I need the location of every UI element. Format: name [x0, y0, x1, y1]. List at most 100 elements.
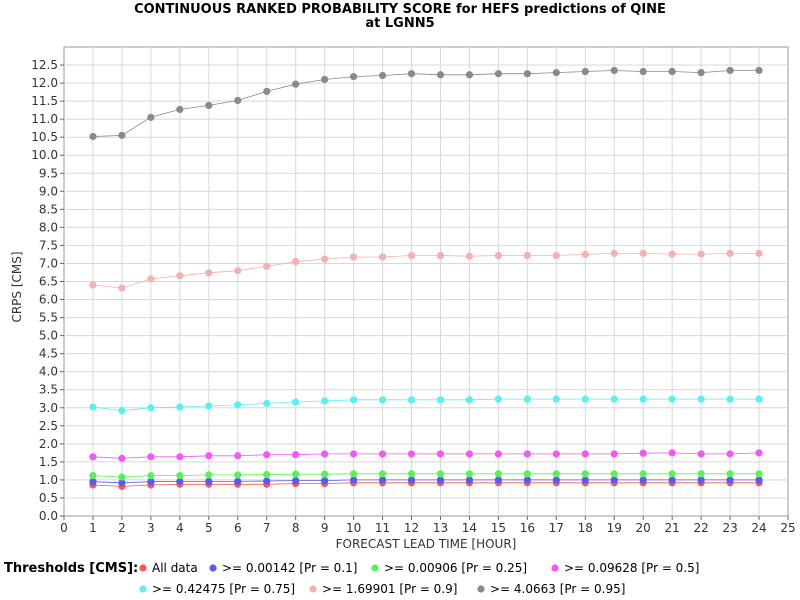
data-point — [668, 470, 676, 478]
legend: Thresholds [CMS]: All data >= 0.00142 [Pr… — [4, 561, 699, 596]
series-line — [92, 70, 759, 137]
data-point — [263, 470, 271, 479]
data-point — [610, 66, 618, 75]
data-point — [205, 471, 213, 479]
data-point — [118, 131, 126, 139]
data-point — [523, 251, 531, 260]
data-point — [494, 251, 502, 260]
legend-marker — [139, 564, 147, 572]
data-point — [494, 70, 502, 78]
y-tick-label: 8.5 — [39, 202, 58, 216]
data-point — [321, 477, 329, 485]
data-point — [263, 87, 271, 95]
x-tick-label: 1 — [89, 521, 97, 535]
data-point — [610, 476, 618, 484]
data-point — [436, 251, 445, 260]
data-point — [726, 395, 734, 403]
data-point — [610, 395, 618, 403]
data-point — [234, 452, 242, 460]
data-point — [263, 262, 271, 270]
data-point — [118, 454, 126, 462]
y-axis-label: CRPS [CMS] — [10, 251, 24, 322]
data-point — [118, 473, 126, 481]
legend-label: >= 0.00142 [Pr = 0.1] — [222, 561, 357, 575]
series-line — [92, 479, 759, 484]
chart-title-line-1: CONTINUOUS RANKED PROBABILITY SCORE for … — [134, 2, 666, 17]
data-point — [205, 402, 213, 410]
data-point — [639, 470, 647, 478]
x-tick-label: 13 — [433, 521, 448, 535]
data-point — [176, 403, 184, 411]
data-point — [552, 251, 560, 260]
data-point — [668, 476, 676, 484]
data-point — [552, 69, 560, 77]
legend-marker — [209, 564, 217, 572]
data-point — [436, 470, 445, 478]
data-point — [321, 450, 329, 458]
data-point — [465, 470, 474, 478]
data-point — [639, 449, 647, 457]
data-point — [552, 476, 560, 484]
y-tick-label: 11.5 — [31, 94, 58, 108]
data-point — [610, 249, 618, 257]
data-point — [581, 450, 589, 458]
data-point — [407, 251, 416, 260]
grid — [64, 47, 788, 516]
data-point — [726, 450, 734, 458]
legend-marker — [139, 585, 147, 593]
data-point — [697, 395, 705, 403]
x-tick-label: 9 — [321, 521, 329, 535]
y-tick-label: 1.5 — [39, 455, 58, 469]
series-line — [92, 252, 759, 289]
x-tick-label: 8 — [292, 521, 300, 535]
x-tick-label: 11 — [375, 521, 390, 535]
data-point — [639, 476, 647, 484]
y-tick-label: 0.0 — [39, 509, 58, 523]
data-point — [205, 269, 213, 277]
x-tick-label: 25 — [780, 521, 795, 535]
data-point — [205, 101, 213, 110]
data-point — [89, 132, 97, 141]
chart-title-line-2: at LGNN5 — [365, 16, 434, 31]
data-point — [205, 452, 213, 460]
data-point — [350, 396, 358, 404]
data-point — [494, 450, 502, 458]
y-tick-label: 0.5 — [39, 491, 58, 505]
data-point — [234, 96, 242, 104]
data-point — [350, 72, 358, 81]
x-tick-label: 21 — [665, 521, 680, 535]
y-tick-label: 1.0 — [39, 473, 58, 487]
y-tick-label: 2.0 — [39, 437, 58, 451]
data-point — [350, 450, 358, 458]
data-point — [552, 470, 560, 478]
legend-label: >= 0.42475 [Pr = 0.75] — [152, 582, 295, 596]
data-point — [176, 477, 184, 485]
data-point — [350, 253, 358, 261]
data-point — [523, 70, 531, 78]
legend-marker — [309, 585, 317, 593]
data-point — [407, 470, 416, 478]
data-point — [494, 476, 502, 484]
data-point — [523, 450, 531, 458]
data-point — [89, 281, 97, 289]
data-point — [205, 477, 213, 485]
data-point — [118, 407, 126, 415]
x-tick-label: 2 — [118, 521, 126, 535]
x-axis-label: FORECAST LEAD TIME [HOUR] — [336, 537, 517, 551]
legend-label: >= 1.69901 [Pr = 0.9] — [322, 582, 457, 596]
data-point — [465, 450, 474, 458]
data-point — [523, 476, 531, 484]
y-tick-label: 3.5 — [39, 383, 58, 397]
x-tick-label: 0 — [60, 521, 68, 535]
data-point — [755, 66, 763, 75]
data-point — [581, 470, 589, 478]
data-point — [118, 479, 126, 487]
data-point — [234, 267, 242, 275]
x-tick-label: 12 — [404, 521, 419, 535]
data-point — [176, 471, 184, 480]
x-tick-label: 23 — [722, 521, 737, 535]
data-point — [292, 258, 300, 266]
data-point — [465, 396, 474, 404]
data-point — [436, 71, 445, 79]
data-point — [697, 450, 705, 458]
